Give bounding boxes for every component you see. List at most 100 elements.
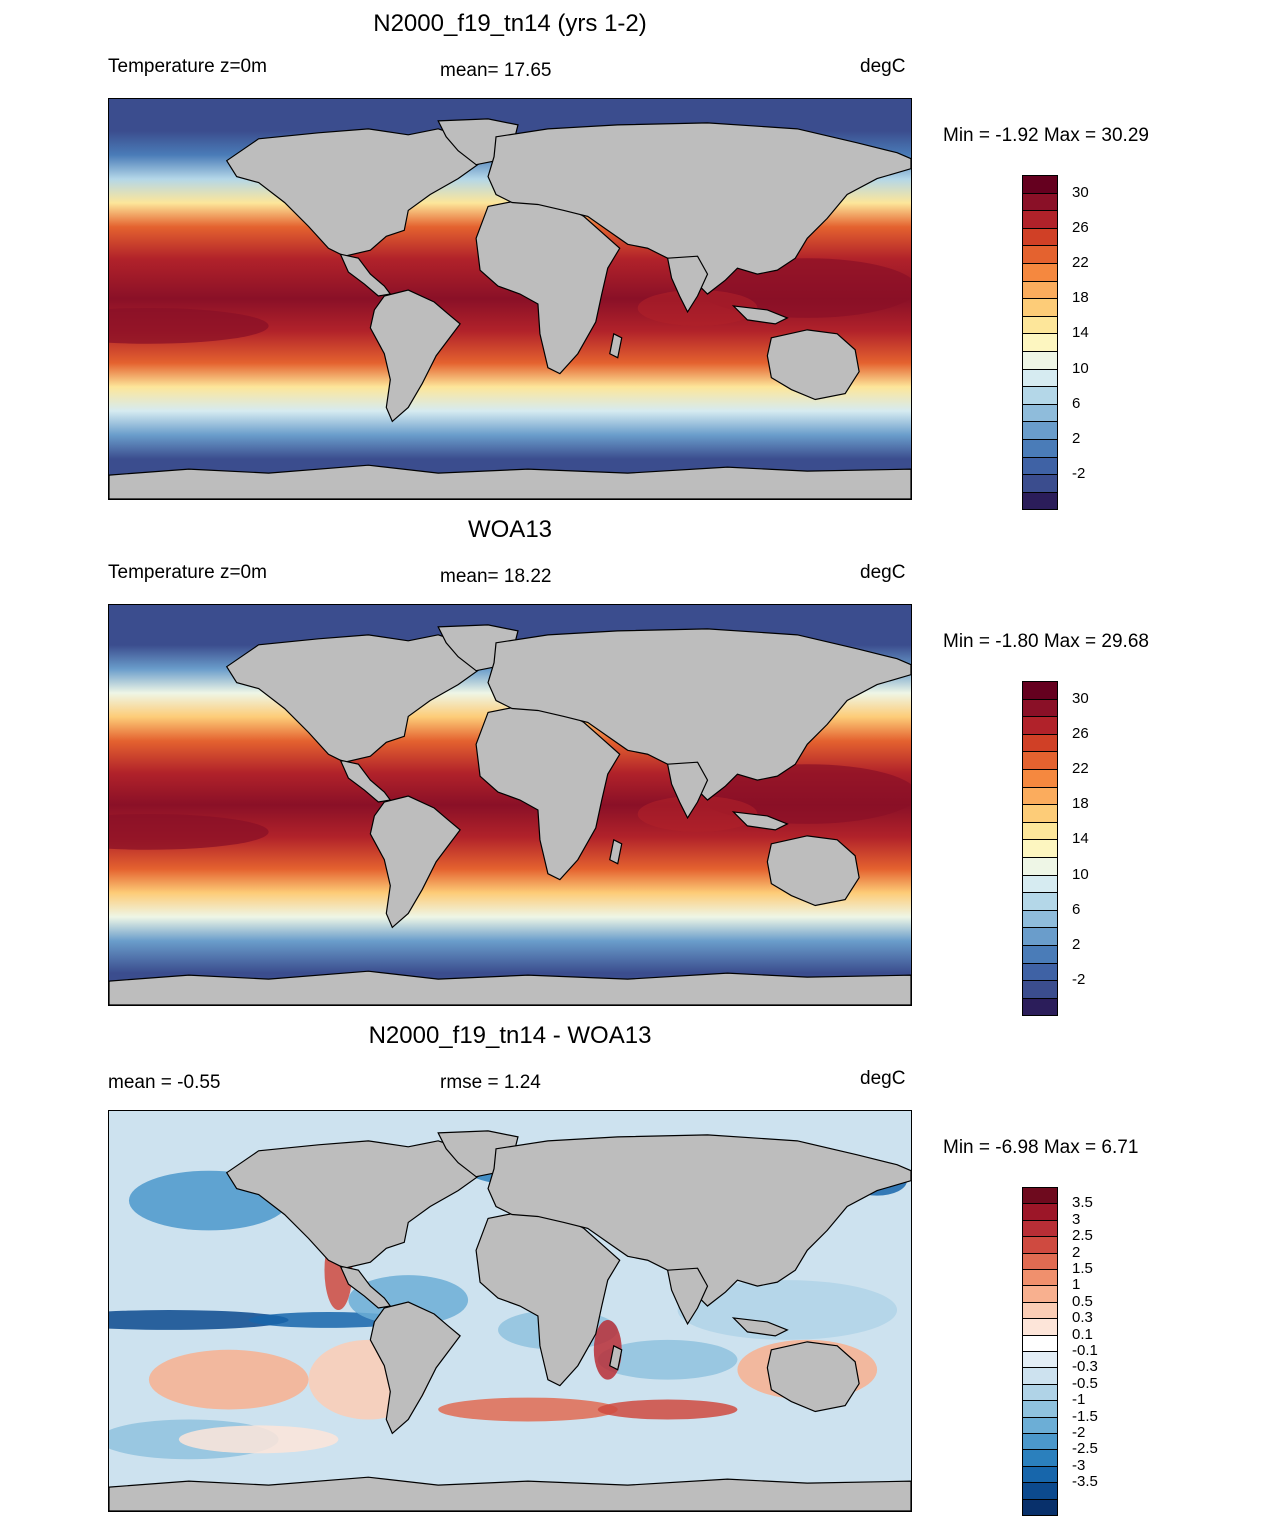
colorbar-tick-label: -3 [1072,1456,1086,1474]
colorbar-swatch [1022,1465,1058,1483]
colorbar-divider [1022,298,1058,300]
colorbar-tick-label: 30 [1072,183,1089,201]
colorbar-tick-label: 30 [1072,689,1089,707]
colorbar-swatch [1022,474,1058,492]
colorbar-swatch [1022,892,1058,910]
colorbar-swatch [1022,227,1058,246]
colorbar-tick-label: 18 [1072,289,1089,307]
colorbar-swatch [1022,1367,1058,1384]
colorbar-divider [1022,962,1058,964]
minmax-label: Min = -1.92 Max = 30.29 [943,125,1149,146]
colorbar-tick-label: -0.5 [1072,1374,1098,1392]
colorbar-swatch [1022,733,1058,752]
colorbar-swatch [1022,769,1058,787]
colorbar-swatch [1022,1318,1058,1335]
panel-title: WOA13 [467,516,553,543]
panel-title: N2000_f19_tn14 (yrs 1-2) [373,10,647,37]
colorbar-divider [1022,421,1058,423]
colorbar-divider [1022,997,1058,999]
colorbar-divider [1022,1015,1058,1017]
colorbar-divider [1022,315,1058,317]
colorbar-divider [1022,821,1058,823]
colorbar-tick-label: -2.5 [1072,1440,1098,1458]
colorbar-swatch [1022,439,1058,457]
colorbar-tick-label: 22 [1072,254,1089,271]
colorbar-divider [1022,909,1058,911]
colorbar-divider [1022,175,1058,176]
colorbar-swatch [1022,386,1058,404]
colorbar-tick-label: 22 [1072,760,1089,777]
colorbar-swatch [1022,962,1058,981]
colorbar [1022,1187,1058,1516]
colorbar-divider [1022,892,1058,894]
colorbar-swatch [1022,192,1058,211]
colorbar-divider [1022,1351,1058,1352]
colorbar-divider [1022,1334,1058,1336]
map-svg [109,605,911,1005]
colorbar-swatch [1022,1351,1058,1368]
colorbar-divider [1022,769,1058,770]
colorbar-divider [1022,1252,1058,1254]
colorbar-swatch [1022,945,1058,963]
colorbar-swatch [1022,245,1058,263]
colorbar-divider [1022,1515,1058,1516]
colorbar-tick-label: -0.3 [1072,1358,1098,1376]
colorbar-swatch [1022,1433,1058,1450]
colorbar-swatch [1022,333,1058,351]
units-label: degC [860,56,906,77]
colorbar-tick-label: 26 [1072,724,1089,742]
colorbar-swatch [1022,1498,1058,1515]
colorbar-divider [1022,1269,1058,1270]
colorbar-tick-label: 0.1 [1072,1325,1093,1343]
colorbar-swatch [1022,491,1058,510]
colorbar-swatch [1022,716,1058,734]
colorbar-tick-label: -1 [1072,1391,1086,1409]
colorbar-swatch [1022,1203,1058,1220]
colorbar-tick-label: -3.5 [1072,1473,1098,1491]
panel-title: N2000_f19_tn14 - WOA13 [368,1022,652,1049]
colorbar-divider [1022,1498,1058,1500]
colorbar-divider [1022,751,1058,753]
colorbar-tick-label: 3.5 [1072,1194,1093,1212]
colorbar-tick-label: 2 [1072,1243,1081,1261]
rmse-label: rmse = 1.24 [440,1072,541,1093]
colorbar-swatch [1022,997,1058,1016]
colorbar-divider [1022,980,1058,982]
colorbar-tick-label: 2 [1072,430,1081,447]
colorbar-divider [1022,1318,1058,1320]
mean-label: mean = -0.55 [108,1072,221,1093]
colorbar-divider [1022,1416,1058,1418]
colorbar-swatch [1022,421,1058,439]
colorbar-swatch [1022,1482,1058,1499]
colorbar-divider [1022,1203,1058,1205]
colorbar-divider [1022,351,1058,352]
colorbar-divider [1022,1236,1058,1238]
colorbar-swatch [1022,280,1058,299]
colorbar-divider [1022,927,1058,929]
colorbar-swatch [1022,315,1058,334]
colorbar-swatch [1022,403,1058,422]
mean-label: mean= 17.65 [440,60,552,81]
colorbar-tick-label: 26 [1072,218,1089,236]
colorbar-swatch [1022,1219,1058,1237]
colorbar-tick-label: 0.5 [1072,1292,1093,1310]
colorbar-divider [1022,1187,1058,1188]
variable-label: Temperature z=0m [108,56,267,77]
colorbar-swatch [1022,786,1058,805]
colorbar-swatch [1022,1416,1058,1433]
colorbar-swatch [1022,698,1058,717]
colorbar-divider [1022,1465,1058,1467]
colorbar-divider [1022,368,1058,370]
colorbar-divider [1022,227,1058,229]
minmax-label: Min = -6.98 Max = 6.71 [943,1137,1139,1158]
colorbar-divider [1022,280,1058,282]
colorbar-divider [1022,509,1058,511]
colorbar-swatch [1022,1236,1058,1253]
colorbar-tick-label: 1.5 [1072,1260,1093,1277]
colorbar-divider [1022,245,1058,247]
colorbar-divider [1022,698,1058,700]
colorbar-divider [1022,1449,1058,1451]
mean-label: mean= 18.22 [440,566,552,587]
colorbar-tick-label: 3 [1072,1210,1081,1228]
colorbar-divider [1022,474,1058,476]
